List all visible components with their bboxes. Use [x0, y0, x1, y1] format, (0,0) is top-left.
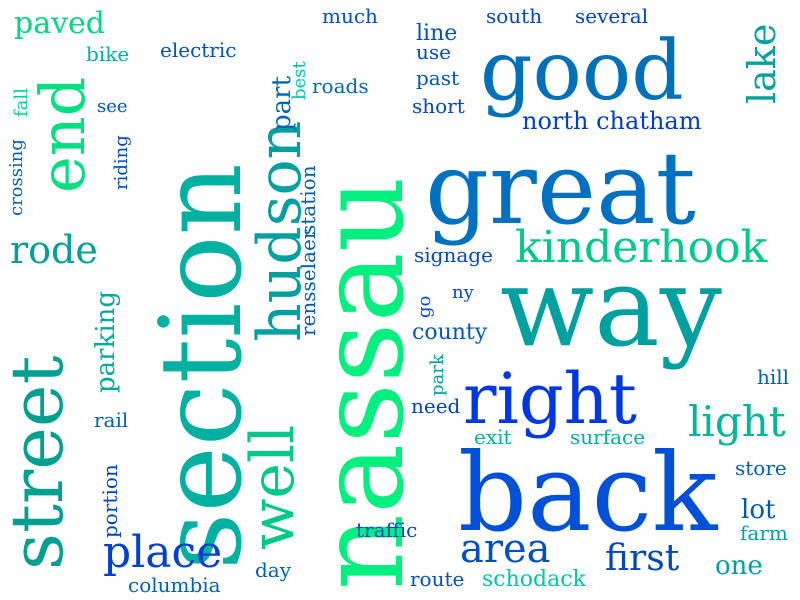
word-station: station — [296, 165, 320, 235]
word-several: several — [575, 4, 648, 28]
word-section: section — [137, 163, 267, 570]
word-past: past — [416, 66, 459, 90]
word-kinderhook: kinderhook — [515, 222, 768, 273]
word-end: end — [26, 77, 99, 193]
word-much: much — [322, 4, 378, 28]
word-best: best — [289, 61, 310, 100]
word-columbia: columbia — [128, 573, 221, 597]
word-lot: lot — [741, 495, 776, 525]
word-first: first — [605, 538, 680, 579]
word-rensselaer: rensselaer — [296, 229, 320, 336]
word-store: store — [735, 456, 787, 480]
word-paved: paved — [14, 6, 105, 41]
word-ny: ny — [452, 282, 475, 303]
word-park: park — [427, 353, 448, 396]
word-hill: hill — [757, 365, 789, 389]
word-farm: farm — [740, 521, 788, 545]
word-surface: surface — [570, 425, 645, 449]
word-rode: rode — [10, 228, 98, 272]
word-lake: lake — [740, 24, 784, 104]
word-line: line — [416, 21, 457, 46]
word-schodack: schodack — [482, 567, 587, 592]
word-north-chatham: north chatham — [522, 107, 702, 135]
word-exit: exit — [474, 425, 512, 449]
word-fall: fall — [11, 88, 32, 117]
word-well: well — [238, 425, 308, 550]
word-bike: bike — [86, 42, 129, 66]
word-south: south — [486, 4, 542, 28]
word-right: right — [463, 358, 637, 440]
word-rail: rail — [94, 408, 128, 432]
word-electric: electric — [160, 38, 236, 62]
word-see: see — [97, 96, 128, 117]
word-way: way — [500, 243, 722, 371]
word-area: area — [460, 526, 551, 572]
word-route: route — [410, 567, 464, 591]
word-go: go — [414, 296, 435, 318]
word-portion: portion — [98, 464, 122, 538]
word-back: back — [458, 431, 719, 556]
word-great: great — [425, 130, 696, 247]
word-light: light — [688, 397, 786, 446]
word-parking: parking — [91, 291, 121, 393]
word-good: good — [480, 24, 684, 119]
word-need: need — [411, 394, 461, 418]
word-one: one — [715, 551, 763, 581]
word-street: street — [0, 355, 79, 570]
word-use: use — [416, 40, 451, 64]
word-traffic: traffic — [356, 518, 417, 542]
word-roads: roads — [312, 74, 369, 98]
word-nassau: nassau — [292, 176, 430, 590]
word-part: part — [267, 75, 297, 131]
word-county: county — [412, 320, 488, 345]
word-crossing: crossing — [6, 139, 27, 216]
word-riding: riding — [111, 135, 132, 190]
word-place: place — [103, 527, 222, 578]
word-day: day — [255, 558, 292, 582]
word-short: short — [412, 94, 465, 118]
word-signage: signage — [414, 243, 493, 267]
word-hudson: hudson — [245, 121, 315, 342]
